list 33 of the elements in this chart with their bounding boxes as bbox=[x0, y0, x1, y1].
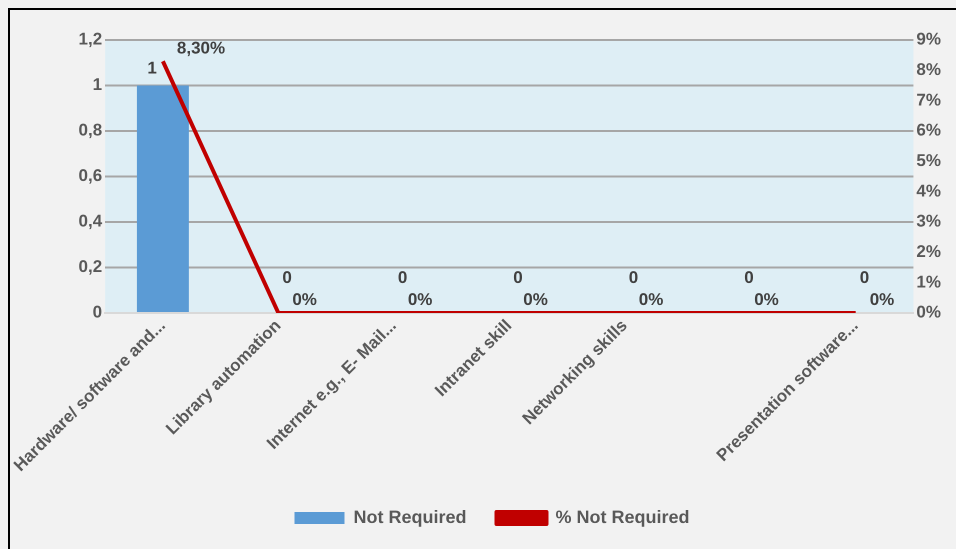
legend-label: Not Required bbox=[353, 506, 467, 527]
data-label: 0% bbox=[754, 290, 779, 310]
data-label: 0% bbox=[523, 290, 548, 310]
y2-tick-label: 1% bbox=[916, 272, 942, 292]
y2-tick-label: 2% bbox=[916, 242, 942, 261]
data-label: 0 bbox=[860, 268, 870, 288]
y2-tick-label: 5% bbox=[916, 150, 942, 170]
data-label: 0% bbox=[870, 290, 894, 310]
y-tick-label: 0,6 bbox=[78, 166, 102, 186]
legend-label: % Not Required bbox=[555, 506, 690, 527]
y-tick-label: 0,4 bbox=[78, 212, 103, 231]
y-tick-label: 1 bbox=[92, 75, 102, 94]
y-tick-label: 1,2 bbox=[78, 30, 102, 49]
y2-tick-label: 8% bbox=[916, 60, 942, 80]
y-tick-label: 0,2 bbox=[78, 257, 102, 276]
data-label: 0 bbox=[398, 268, 408, 288]
data-label: 0% bbox=[638, 290, 664, 310]
data-label: 0 bbox=[628, 268, 638, 288]
y2-tick-label: 7% bbox=[916, 90, 942, 110]
data-label: 0% bbox=[292, 290, 317, 310]
y2-tick-label: 6% bbox=[916, 120, 942, 140]
y2-tick-label: 3% bbox=[916, 212, 942, 231]
data-label: 1 bbox=[147, 58, 157, 78]
data-label: 8,30% bbox=[176, 38, 226, 58]
y2-tick-label: 0% bbox=[916, 302, 942, 322]
data-label: 0% bbox=[408, 290, 432, 310]
y2-tick-label: 9% bbox=[916, 30, 942, 49]
y-tick-label: 0 bbox=[92, 302, 102, 322]
data-label: 0 bbox=[744, 268, 754, 288]
data-label: 0 bbox=[513, 268, 523, 288]
y-tick-label: 0,8 bbox=[78, 120, 102, 140]
y2-tick-label: 4% bbox=[916, 181, 942, 200]
data-label: 0 bbox=[282, 268, 292, 288]
